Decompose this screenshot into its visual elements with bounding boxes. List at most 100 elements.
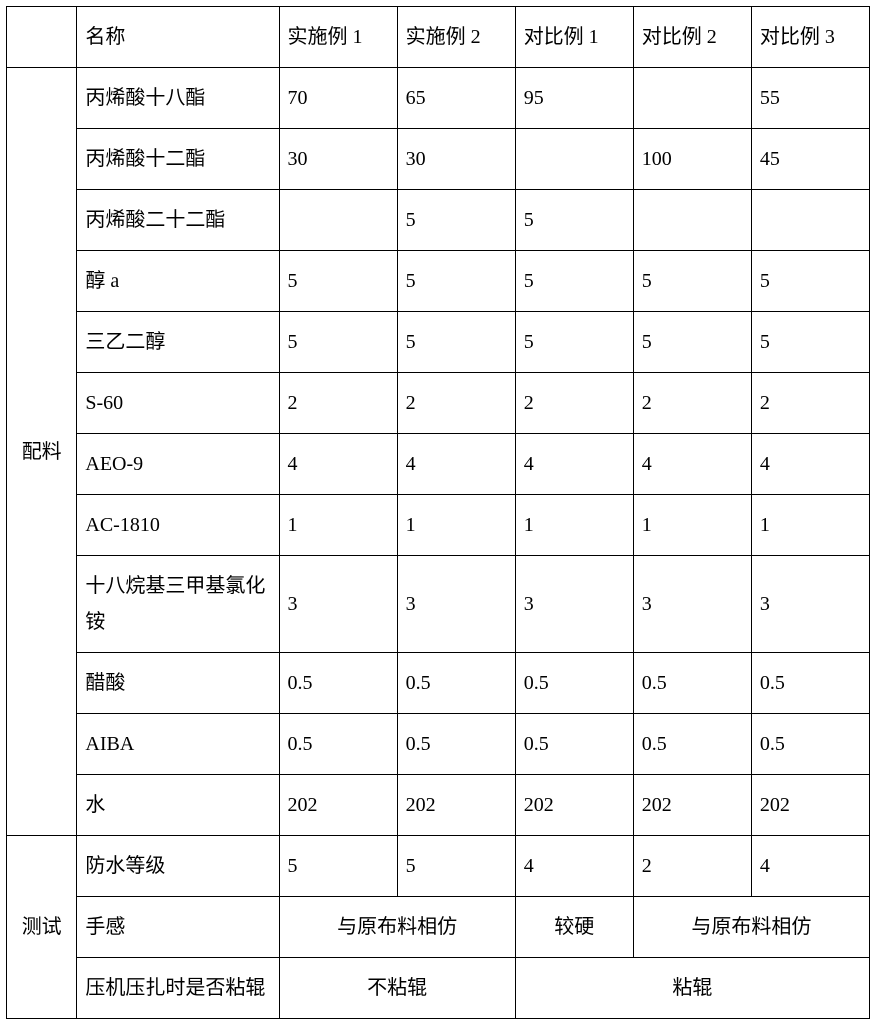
- cell-value: 4: [751, 836, 869, 897]
- cell-value: 2: [633, 836, 751, 897]
- cell-value: 5: [515, 312, 633, 373]
- cell-value: [751, 190, 869, 251]
- cell-value: 4: [751, 434, 869, 495]
- cell-value: [633, 68, 751, 129]
- cell-value: 0.5: [633, 714, 751, 775]
- cell-value: [279, 190, 397, 251]
- header-cmp1: 对比例 1: [515, 7, 633, 68]
- header-name: 名称: [77, 7, 279, 68]
- cell-name: 十八烷基三甲基氯化铵: [77, 556, 279, 653]
- table-row: 手感 与原布料相仿 较硬 与原布料相仿: [7, 897, 870, 958]
- cell-name: 手感: [77, 897, 279, 958]
- header-blank: [7, 7, 77, 68]
- cell-value: 2: [515, 373, 633, 434]
- cell-value: 1: [397, 495, 515, 556]
- cell-name: S-60: [77, 373, 279, 434]
- cell-value: 5: [397, 251, 515, 312]
- cell-value: 45: [751, 129, 869, 190]
- cell-value: 1: [751, 495, 869, 556]
- cell-value: 5: [751, 251, 869, 312]
- header-ex1: 实施例 1: [279, 7, 397, 68]
- cell-value: 202: [751, 775, 869, 836]
- cell-value: 5: [397, 190, 515, 251]
- table-container: 名称 实施例 1 实施例 2 对比例 1 对比例 2 对比例 3 配料 丙烯酸十…: [0, 0, 876, 1025]
- cell-value: 70: [279, 68, 397, 129]
- cell-name: AIBA: [77, 714, 279, 775]
- cell-value: 4: [397, 434, 515, 495]
- cell-value: 5: [279, 312, 397, 373]
- cell-value: 5: [633, 251, 751, 312]
- cell-name: 压机压扎时是否粘辊: [77, 958, 279, 1019]
- table-row: 丙烯酸二十二酯 5 5: [7, 190, 870, 251]
- header-cmp3: 对比例 3: [751, 7, 869, 68]
- cell-value: 与原布料相仿: [279, 897, 515, 958]
- cell-value: 4: [279, 434, 397, 495]
- table-row: 醋酸 0.5 0.5 0.5 0.5 0.5: [7, 653, 870, 714]
- cell-value: 3: [633, 556, 751, 653]
- table-row: 十八烷基三甲基氯化铵 3 3 3 3 3: [7, 556, 870, 653]
- cell-value: 65: [397, 68, 515, 129]
- cell-value: 2: [751, 373, 869, 434]
- cell-name: 水: [77, 775, 279, 836]
- table-row: AEO-9 4 4 4 4 4: [7, 434, 870, 495]
- cell-value: 1: [515, 495, 633, 556]
- cell-value: 202: [397, 775, 515, 836]
- table-row: 丙烯酸十二酯 30 30 100 45: [7, 129, 870, 190]
- cell-value: 202: [515, 775, 633, 836]
- cell-value: 3: [515, 556, 633, 653]
- cell-value: 与原布料相仿: [633, 897, 869, 958]
- cell-value: [633, 190, 751, 251]
- cell-value: 不粘辊: [279, 958, 515, 1019]
- data-table: 名称 实施例 1 实施例 2 对比例 1 对比例 2 对比例 3 配料 丙烯酸十…: [6, 6, 870, 1019]
- cell-value: 30: [279, 129, 397, 190]
- cell-value: 1: [633, 495, 751, 556]
- header-ex2: 实施例 2: [397, 7, 515, 68]
- cell-value: 3: [751, 556, 869, 653]
- cell-value: 1: [279, 495, 397, 556]
- cell-value: 0.5: [633, 653, 751, 714]
- cell-value: 3: [279, 556, 397, 653]
- cell-value: 0.5: [515, 714, 633, 775]
- cell-value: 0.5: [279, 653, 397, 714]
- table-row: S-60 2 2 2 2 2: [7, 373, 870, 434]
- section-label-test: 测试: [7, 836, 77, 1019]
- cell-value: 0.5: [751, 653, 869, 714]
- cell-value: 粘辊: [515, 958, 869, 1019]
- cell-name: 丙烯酸十二酯: [77, 129, 279, 190]
- cell-value: 30: [397, 129, 515, 190]
- cell-value: 100: [633, 129, 751, 190]
- cell-value: 0.5: [751, 714, 869, 775]
- cell-value: 0.5: [397, 653, 515, 714]
- cell-value: 202: [633, 775, 751, 836]
- table-row: AC-1810 1 1 1 1 1: [7, 495, 870, 556]
- cell-name: 醇 a: [77, 251, 279, 312]
- cell-value: 4: [633, 434, 751, 495]
- header-cmp2: 对比例 2: [633, 7, 751, 68]
- cell-value: 较硬: [515, 897, 633, 958]
- table-row: 配料 丙烯酸十八酯 70 65 95 55: [7, 68, 870, 129]
- cell-value: 5: [279, 251, 397, 312]
- cell-value: 2: [397, 373, 515, 434]
- cell-value: 5: [397, 836, 515, 897]
- section-label-ingredients: 配料: [7, 68, 77, 836]
- cell-value: 202: [279, 775, 397, 836]
- table-row: 水 202 202 202 202 202: [7, 775, 870, 836]
- cell-value: 5: [279, 836, 397, 897]
- table-header-row: 名称 实施例 1 实施例 2 对比例 1 对比例 2 对比例 3: [7, 7, 870, 68]
- cell-name: 丙烯酸二十二酯: [77, 190, 279, 251]
- cell-value: 5: [633, 312, 751, 373]
- cell-value: [515, 129, 633, 190]
- cell-value: 0.5: [279, 714, 397, 775]
- cell-value: 5: [397, 312, 515, 373]
- cell-name: AEO-9: [77, 434, 279, 495]
- cell-value: 55: [751, 68, 869, 129]
- cell-value: 2: [279, 373, 397, 434]
- table-row: 醇 a 5 5 5 5 5: [7, 251, 870, 312]
- cell-value: 4: [515, 434, 633, 495]
- cell-value: 95: [515, 68, 633, 129]
- cell-value: 5: [515, 190, 633, 251]
- cell-name: 防水等级: [77, 836, 279, 897]
- cell-name: 醋酸: [77, 653, 279, 714]
- cell-value: 5: [515, 251, 633, 312]
- cell-value: 3: [397, 556, 515, 653]
